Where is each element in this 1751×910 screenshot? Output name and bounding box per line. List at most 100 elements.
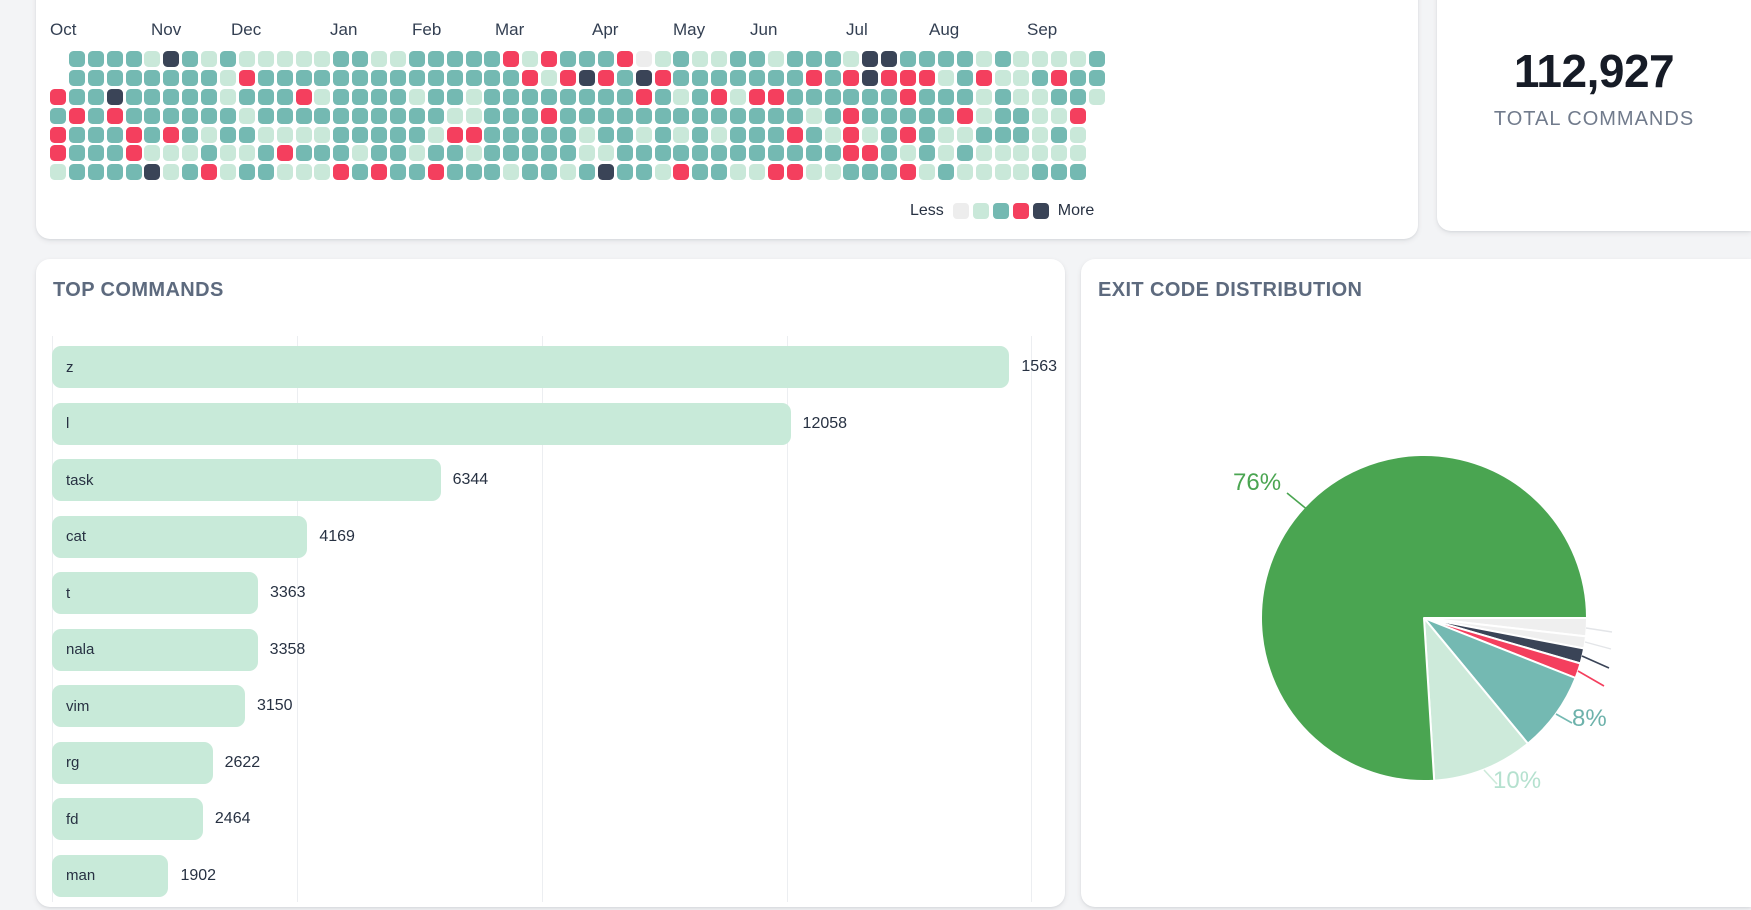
heatmap-cell[interactable] [371,51,388,67]
heatmap-cell[interactable] [616,69,633,86]
heatmap-cell[interactable] [371,145,388,162]
heatmap-cell[interactable] [1051,126,1068,143]
heatmap-cell[interactable] [900,126,917,143]
heatmap-cell[interactable] [975,51,992,67]
heatmap-cell[interactable] [125,145,142,162]
heatmap-cell[interactable] [560,51,577,67]
heatmap-cell[interactable] [106,126,123,143]
heatmap-cell[interactable] [408,107,425,124]
heatmap-cell[interactable] [503,164,520,181]
heatmap-cell[interactable] [144,164,161,181]
heatmap-cell[interactable] [994,145,1011,162]
heatmap-cell[interactable] [408,69,425,86]
heatmap-cell[interactable] [144,88,161,105]
heatmap-cell[interactable] [314,164,331,181]
heatmap-cell[interactable] [635,69,652,86]
heatmap-cell[interactable] [1013,164,1030,181]
heatmap-cell[interactable] [824,88,841,105]
heatmap-cell[interactable] [1032,69,1049,86]
heatmap-cell[interactable] [352,51,369,67]
heatmap-cell[interactable] [843,51,860,67]
heatmap-cell[interactable] [1070,69,1087,86]
heatmap-cell[interactable] [201,51,218,67]
heatmap-cell[interactable] [1088,88,1105,105]
heatmap-cell[interactable] [68,51,85,67]
heatmap-cell[interactable] [654,107,671,124]
heatmap-cell[interactable] [730,51,747,67]
heatmap-cell[interactable] [106,164,123,181]
heatmap-cell[interactable] [578,164,595,181]
heatmap-cell[interactable] [1051,145,1068,162]
heatmap-cell[interactable] [68,164,85,181]
heatmap-cell[interactable] [673,69,690,86]
heatmap-cell[interactable] [900,51,917,67]
heatmap-cell[interactable] [597,145,614,162]
heatmap-cell[interactable] [900,88,917,105]
heatmap-cell[interactable] [220,51,237,67]
heatmap-cell[interactable] [786,164,803,181]
command-bar[interactable]: t [52,572,258,614]
heatmap-cell[interactable] [1051,164,1068,181]
heatmap-cell[interactable] [503,145,520,162]
heatmap-cell[interactable] [390,107,407,124]
heatmap-cell[interactable] [597,126,614,143]
heatmap-cell[interactable] [843,69,860,86]
heatmap-cell[interactable] [295,69,312,86]
heatmap-cell[interactable] [862,164,879,181]
heatmap-cell[interactable] [711,69,728,86]
heatmap-cell[interactable] [295,126,312,143]
heatmap-cell[interactable] [730,88,747,105]
heatmap-cell[interactable] [446,164,463,181]
heatmap-cell[interactable] [144,107,161,124]
heatmap-cell[interactable] [578,51,595,67]
heatmap-cell[interactable] [503,126,520,143]
heatmap-cell[interactable] [465,126,482,143]
heatmap-cell[interactable] [673,51,690,67]
heatmap-cell[interactable] [125,107,142,124]
heatmap-cell[interactable] [106,107,123,124]
heatmap-cell[interactable] [390,88,407,105]
heatmap-cell[interactable] [635,51,652,67]
heatmap-cell[interactable] [125,51,142,67]
heatmap-cell[interactable] [352,126,369,143]
heatmap-cell[interactable] [862,107,879,124]
heatmap-cell[interactable] [956,145,973,162]
heatmap-cell[interactable] [333,107,350,124]
heatmap-cell[interactable] [881,107,898,124]
heatmap-cell[interactable] [144,126,161,143]
heatmap-cell[interactable] [786,107,803,124]
heatmap-cell[interactable] [503,107,520,124]
heatmap-cell[interactable] [333,51,350,67]
heatmap-cell[interactable] [427,69,444,86]
command-bar[interactable]: nala [52,628,258,671]
heatmap-cell[interactable] [87,88,104,105]
heatmap-cell[interactable] [238,51,255,67]
heatmap-cell[interactable] [163,164,180,181]
heatmap-cell[interactable] [446,107,463,124]
heatmap-cell[interactable] [333,69,350,86]
heatmap-cell[interactable] [994,51,1011,67]
pie-slice[interactable] [1260,454,1588,783]
heatmap-cell[interactable] [711,126,728,143]
heatmap-cell[interactable] [767,107,784,124]
heatmap-cell[interactable] [654,51,671,67]
heatmap-cell[interactable] [748,107,765,124]
heatmap-cell[interactable] [956,69,973,86]
heatmap-cell[interactable] [276,145,293,162]
heatmap-cell[interactable] [541,164,558,181]
heatmap-cell[interactable] [314,51,331,67]
heatmap-cell[interactable] [314,126,331,143]
heatmap-cell[interactable] [427,88,444,105]
heatmap-cell[interactable] [730,126,747,143]
heatmap-cell[interactable] [843,126,860,143]
heatmap-cell[interactable] [805,69,822,86]
heatmap-cell[interactable] [824,145,841,162]
heatmap-cell[interactable] [956,164,973,181]
command-bar[interactable]: fd [52,798,203,840]
heatmap-cell[interactable] [748,164,765,181]
heatmap-cell[interactable] [730,69,747,86]
heatmap-cell[interactable] [711,107,728,124]
heatmap-cell[interactable] [106,69,123,86]
heatmap-cell[interactable] [805,126,822,143]
heatmap-cell[interactable] [1013,126,1030,143]
